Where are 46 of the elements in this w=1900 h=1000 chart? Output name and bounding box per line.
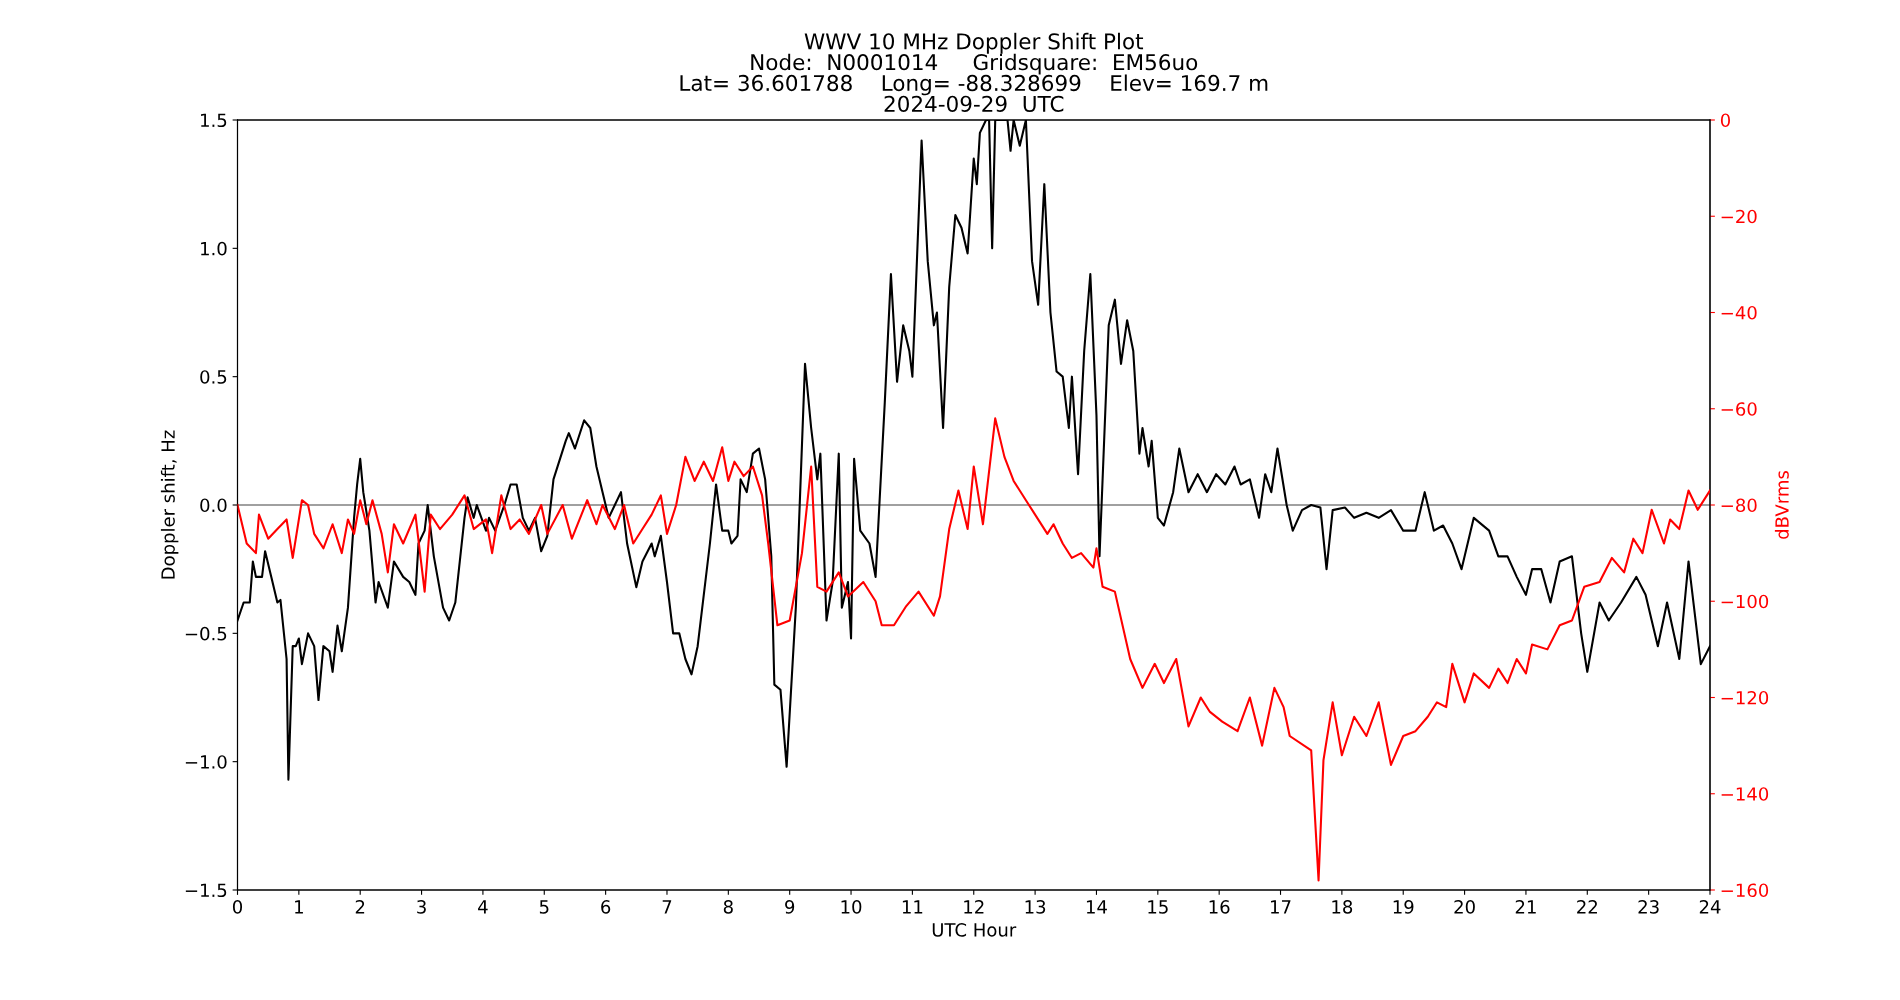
x-tick-label: 11 [902,900,923,914]
y2-tick-label: −140 [1721,787,1769,801]
y-tick-label: 1.5 [201,113,227,128]
y2-tick-label: 0 [1720,113,1731,128]
y2-tick-label: −40 [1721,305,1757,320]
x-tick-label: 6 [601,900,611,914]
x-tick-label: 20 [1454,900,1475,914]
x-tick-label: 3 [417,900,426,914]
x-tick-label: 0 [232,900,243,914]
x-tick-label: 14 [1086,900,1107,914]
y2-tick-label: −100 [1721,594,1769,609]
y2-tick-label: −20 [1721,209,1757,224]
x-tick-label: 21 [1515,900,1536,914]
x-tick-label: 10 [841,900,862,914]
x-tick-label: 17 [1271,900,1291,914]
x-tick-label: 5 [539,900,549,914]
y2-tick-label: −160 [1721,883,1769,898]
chart-title: WWV 10 MHz Doppler Shift Plot Node: N0001014 Gridsquare: EM56uo Lat= 36.601788 Long= -88.328699 Elev= 169.7 m 2024-09-29 UTC [680,32,1268,112]
x-tick-label: 15 [1148,900,1168,914]
y-tick-label: 0.5 [200,370,227,384]
x-tick-label: 7 [662,900,672,914]
x-tick-label: 2 [355,900,365,914]
x-tick-label: 9 [785,900,795,914]
x-tick-label: 23 [1638,900,1659,914]
x-tick-label: 12 [964,900,984,914]
x-tick-label: 8 [723,900,733,914]
x-tick-label: 4 [478,900,488,914]
y2-tick-label: −60 [1721,402,1757,416]
y2-axis-title: dBVrms [1774,471,1789,539]
y-tick-label: 1.0 [201,241,227,256]
line-series [237,417,1710,882]
y-tick-label: −1.5 [185,883,227,898]
y2-tick-label: −80 [1721,498,1757,513]
y-tick-label: 0.0 [200,498,227,513]
x-tick-label: 18 [1332,900,1353,914]
x-tick-label: 16 [1209,900,1230,914]
y2-tick-label: −120 [1721,690,1769,705]
y-tick-label: −0.5 [185,626,227,641]
x-tick-label: 19 [1393,900,1414,914]
x-tick-label: 1 [295,900,303,914]
x-tick-label: 24 [1699,900,1721,914]
x-tick-label: 22 [1577,900,1597,914]
x-axis-title: UTC Hour [932,923,1017,937]
x-tick-label: 13 [1025,900,1046,914]
y-axis-title: Doppler shift, Hz [160,430,179,579]
y-tick-label: −1.0 [185,755,227,769]
